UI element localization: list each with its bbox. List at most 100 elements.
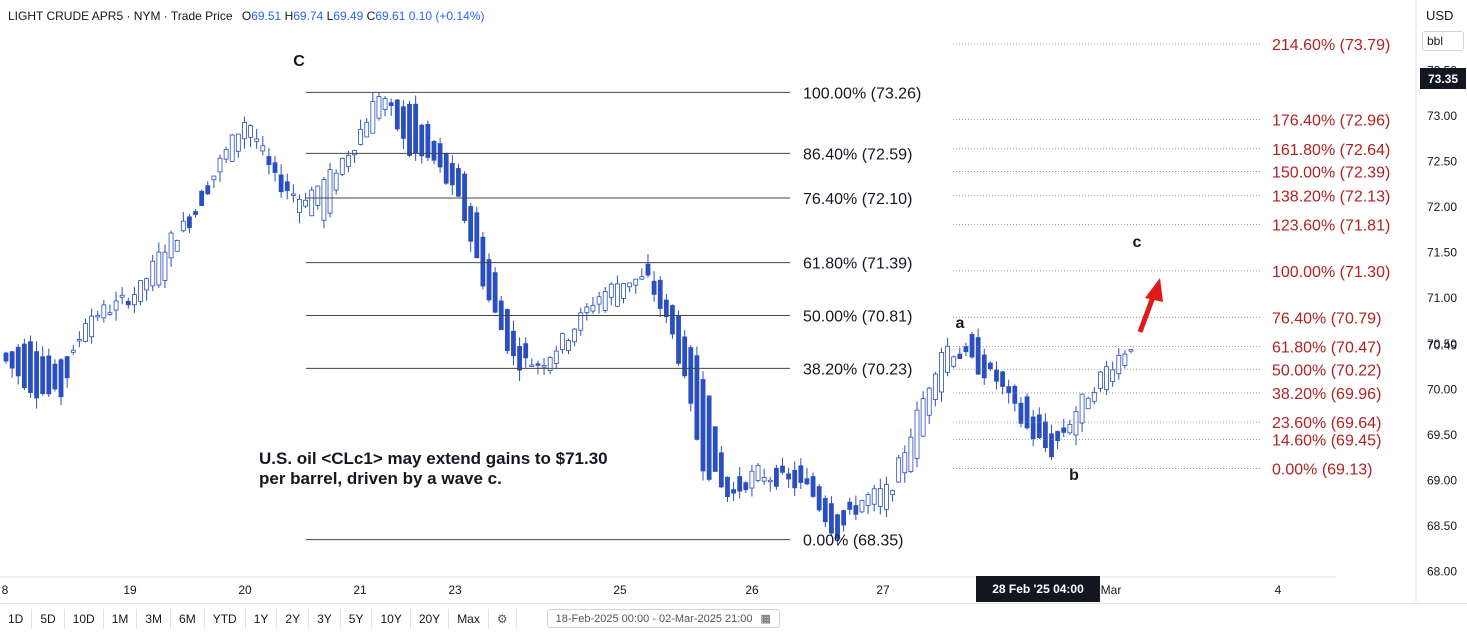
time-tick-label: 26 [745, 583, 759, 597]
candle-body [749, 470, 755, 489]
fib-retracement-label: 61.80% (71.39) [803, 256, 912, 273]
candle-body [877, 488, 883, 507]
candle-body [290, 193, 296, 196]
fib-retracement-label: 50.00% (70.81) [803, 309, 912, 326]
candle-body [1067, 424, 1073, 434]
timeframe-button-6m[interactable]: 6M [171, 608, 205, 629]
timeframe-button-20y[interactable]: 20Y [411, 608, 450, 629]
fib-retracement-label: 86.40% (72.59) [803, 146, 912, 163]
candle-body [761, 477, 767, 482]
price-tick-label: 73.00 [1427, 109, 1457, 123]
candle-body [657, 279, 663, 309]
wave-label-b: b [1069, 467, 1079, 484]
high-label: H [284, 9, 294, 23]
candle-body [193, 211, 198, 215]
timeframe-button-5y[interactable]: 5Y [341, 608, 373, 629]
date-range-picker[interactable]: 18-Feb-2025 00:00 - 02-Mar-2025 21:00 ▦ [546, 609, 780, 628]
candle-body [1049, 433, 1054, 458]
candle-body [15, 346, 21, 377]
candle-body [242, 122, 247, 140]
candle-body [321, 179, 327, 221]
candle-body [125, 300, 131, 306]
candle-body [248, 125, 253, 138]
candle-body [987, 362, 993, 370]
candle-body [40, 356, 46, 394]
candle-body [596, 296, 602, 305]
timeframe-button-2y[interactable]: 2Y [277, 608, 310, 629]
candle-body [694, 355, 700, 440]
candle-body [456, 168, 461, 197]
candle-body [107, 312, 113, 315]
candle-body [150, 260, 156, 287]
time-tick-label: 21 [353, 583, 367, 597]
candle-body [725, 476, 730, 498]
candle-body [21, 343, 27, 389]
currency-selector[interactable]: USD [1426, 8, 1454, 23]
last-price-tag: 73.35 [1420, 68, 1466, 89]
timeframe-button-1d[interactable]: 1D [0, 608, 33, 629]
candle-body [144, 278, 150, 291]
candle-body [822, 498, 828, 523]
candle-body [975, 337, 981, 375]
timeframe-button-max[interactable]: Max [449, 608, 489, 629]
candle-body [602, 291, 608, 311]
candle-body [926, 387, 932, 416]
candle-body [309, 189, 315, 217]
timeframe-button-1m[interactable]: 1M [104, 608, 138, 629]
timeframe-button-3y[interactable]: 3Y [309, 608, 341, 629]
candle-body [480, 236, 486, 287]
close-label: C [366, 9, 376, 23]
candle-body [394, 99, 400, 130]
candle-body [297, 198, 302, 213]
candle-body [529, 364, 535, 367]
candle-body [810, 476, 816, 497]
unit-selector[interactable]: bbl [1422, 31, 1464, 51]
candle-body [1091, 391, 1097, 402]
wave-label-c: c [1133, 234, 1142, 251]
price-tick-label: 69.00 [1427, 473, 1457, 487]
candle-body [608, 283, 614, 298]
timeframe-button-ytd[interactable]: YTD [205, 608, 246, 629]
candle-body [358, 128, 364, 145]
price-tick-label: 71.50 [1427, 246, 1457, 260]
fib-extension-label: 176.40% (72.96) [1272, 113, 1390, 130]
fib-extension-label: 76.40% (70.79) [1272, 310, 1381, 327]
timeframe-button-10y[interactable]: 10Y [372, 608, 411, 629]
candle-body [780, 465, 785, 473]
candle-body [584, 306, 590, 313]
candle-body [651, 280, 657, 295]
candle-body [162, 251, 168, 281]
candle-body [168, 232, 174, 259]
candle-body [1110, 369, 1116, 382]
candle-body [174, 240, 180, 252]
currency-panel: USD bbl [1422, 6, 1464, 51]
candle-body [1000, 371, 1006, 387]
candle-body [890, 490, 895, 495]
candle-body [639, 276, 645, 280]
candle-body [572, 328, 578, 343]
candle-body [932, 373, 938, 400]
candle-body [663, 299, 669, 318]
candle-body [431, 141, 437, 161]
candle-body [205, 185, 211, 195]
timeframe-button-5d[interactable]: 5D [32, 608, 65, 629]
candle-body [773, 467, 779, 487]
candle-body [260, 145, 266, 152]
candle-body [1104, 366, 1109, 390]
timeframe-button-1y[interactable]: 1Y [246, 608, 278, 629]
fib-extension-label: 214.60% (73.79) [1272, 37, 1390, 54]
candle-body [364, 121, 370, 138]
date-range-text: 18-Feb-2025 00:00 - 02-Mar-2025 21:00 [555, 612, 753, 625]
gear-icon[interactable]: ⚙ [489, 608, 517, 629]
open-label: O [241, 9, 252, 23]
timeframe-button-3m[interactable]: 3M [137, 608, 172, 629]
candle-body [352, 150, 357, 156]
candle-body [712, 426, 718, 472]
candle-body [89, 315, 94, 338]
candle-body [816, 486, 822, 511]
arrow-shaft [1137, 296, 1156, 333]
timeframe-button-10d[interactable]: 10D [65, 608, 104, 629]
low-label: L [326, 9, 334, 23]
fib-retracement-label: 76.40% (72.10) [803, 191, 912, 208]
